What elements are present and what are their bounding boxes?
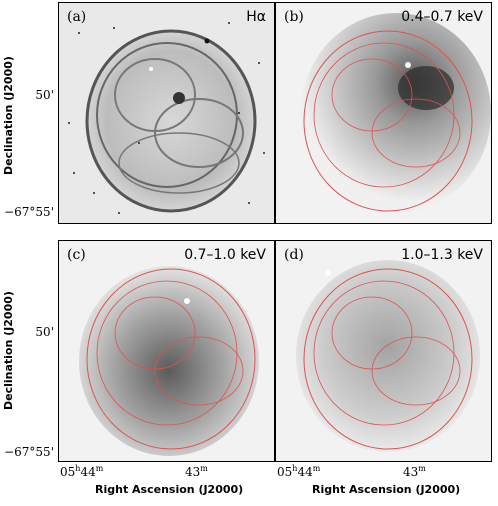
x-tick-43m-left: 43m	[185, 464, 208, 479]
xray-image-b	[276, 3, 491, 223]
panel-a-label: (a)	[67, 9, 87, 25]
panel-a-band: Hα	[246, 9, 266, 25]
panel-d-band: 1.0–1.3 keV	[401, 247, 483, 263]
panel-c-band: 0.7–1.0 keV	[184, 247, 266, 263]
panel-c-medium-xray: (c) 0.7–1.0 keV	[58, 240, 275, 462]
panel-b-soft-xray: 0.4–0.7 keV (b)	[275, 2, 492, 224]
xray-image-c	[59, 241, 274, 461]
panel-d-hard-xray: (d) 1.0–1.3 keV	[275, 240, 492, 462]
x-axis-title-right: Right Ascension (J2000)	[312, 483, 461, 496]
panel-b-label: (b)	[284, 9, 304, 25]
y-axis-title-bottom: Declination (J2000)	[2, 291, 15, 410]
y-tick-55-top: −67°55'	[4, 205, 54, 219]
panel-c-label: (c)	[67, 247, 86, 263]
halpha-image	[59, 3, 274, 223]
y-tick-50-top: 50'	[35, 88, 54, 102]
y-axis-title-top: Declination (J2000)	[2, 56, 15, 175]
panel-d-label: (d)	[284, 247, 304, 263]
panel-b-band: 0.4–0.7 keV	[401, 9, 483, 25]
x-tick-43m-right: 43m	[403, 464, 426, 479]
xray-image-d	[276, 241, 491, 461]
x-axis-title-left: Right Ascension (J2000)	[95, 483, 244, 496]
panel-a-halpha: (a) Hα	[58, 2, 275, 224]
x-tick-44m-left: 05h44m	[60, 464, 104, 479]
x-tick-44m-right: 05h44m	[277, 464, 321, 479]
y-tick-55-bottom: −67°55'	[4, 445, 54, 459]
y-tick-50-bottom: 50'	[35, 325, 54, 339]
